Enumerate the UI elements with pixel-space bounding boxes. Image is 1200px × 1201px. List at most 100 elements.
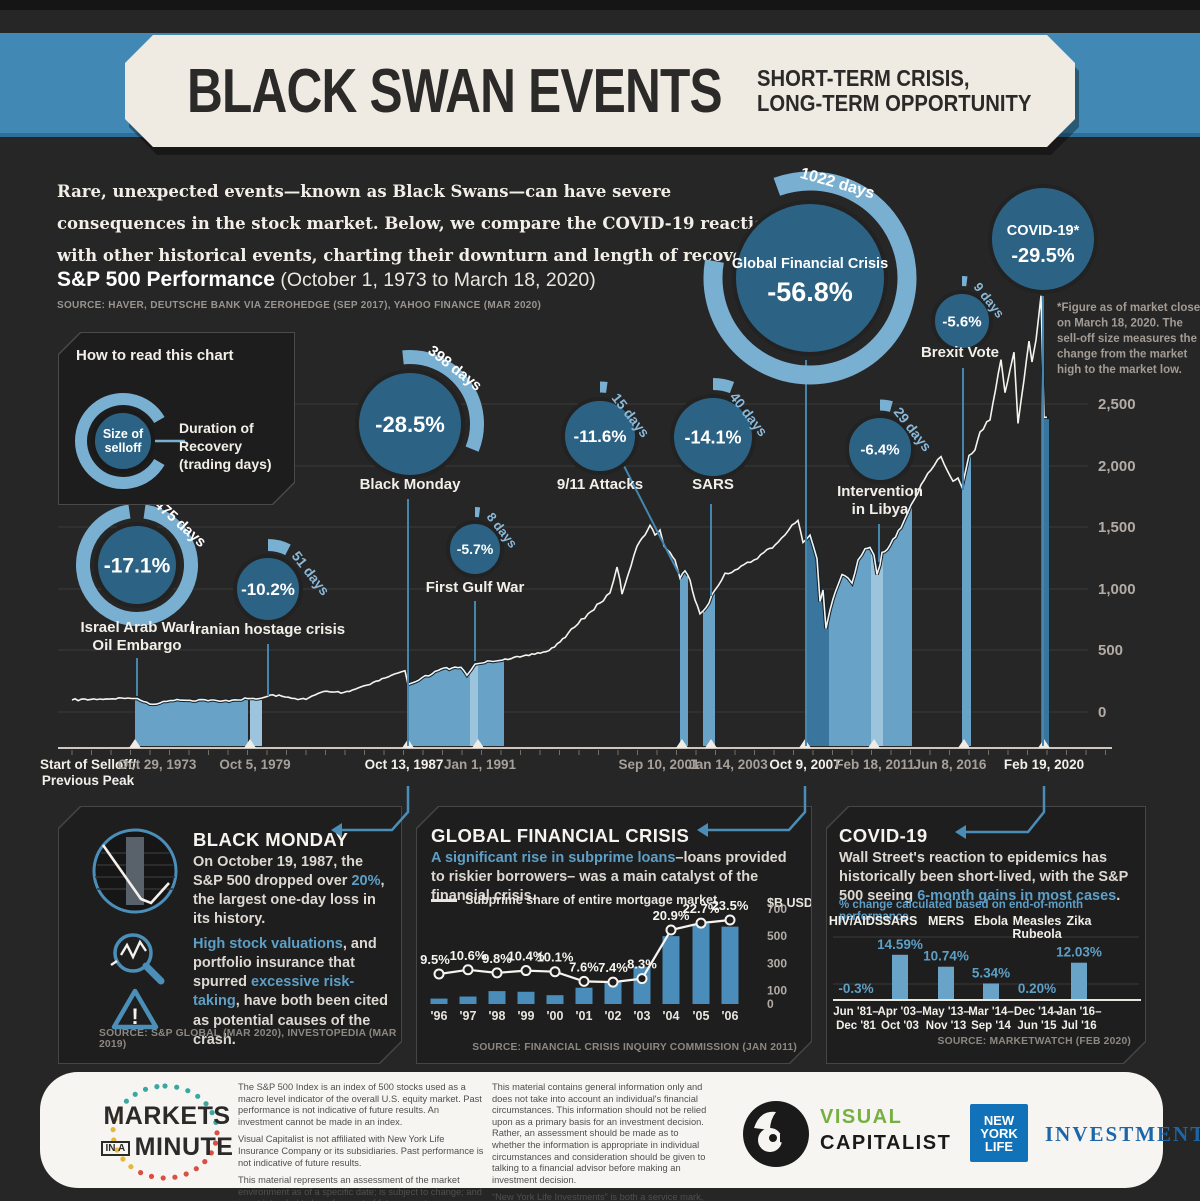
recovery-band <box>962 454 971 746</box>
miam-in-a: IN A <box>100 1141 131 1156</box>
year-label: '06 <box>722 1009 739 1023</box>
x-tick-label: Oct 13, 1987 <box>365 757 444 772</box>
selloff-pct: -28.5% <box>375 412 445 437</box>
recovery-band <box>829 547 871 746</box>
year-label: '99 <box>518 1009 535 1023</box>
y-tick: 500 <box>767 929 787 943</box>
line-marker <box>667 926 676 935</box>
y-tick-label: 1,500 <box>1098 519 1136 536</box>
gfc-legend-line <box>431 899 457 902</box>
epidemic-value: 14.59% <box>877 937 923 952</box>
epidemic-value: 0.20% <box>1018 981 1056 996</box>
epidemic-value: 10.74% <box>923 949 969 964</box>
x-tick-label: Oct 5, 1979 <box>219 757 290 772</box>
black-monday-icons: ! <box>89 825 189 1035</box>
logo-dot <box>212 1140 219 1146</box>
logo-dot <box>213 1119 219 1125</box>
logo-dot <box>154 1084 160 1090</box>
subprime-bar <box>693 924 710 1004</box>
covid-footnote: change from the market <box>1057 349 1188 361</box>
epidemic-range: Nov '13 <box>926 1020 966 1032</box>
selloff-bubble <box>355 369 465 479</box>
logo-dot <box>138 1170 144 1176</box>
subprime-bar <box>547 995 564 1004</box>
markets-in-a-minute-dots <box>110 1083 220 1181</box>
how-to-read-title: How to read this chart <box>76 347 234 364</box>
y-tick-label: 2,000 <box>1098 458 1136 475</box>
covid-source: SOURCE: MARKETWATCH (FEB 2020) <box>937 1036 1131 1047</box>
year-label: '00 <box>547 1009 564 1023</box>
line-marker <box>609 978 618 987</box>
subprime-bar <box>431 999 448 1004</box>
year-label: '04 <box>663 1009 680 1023</box>
logo-dot <box>123 1098 129 1104</box>
logo-dot <box>148 1173 155 1179</box>
logo-dot <box>193 1166 199 1172</box>
event-tick-marker <box>958 739 970 748</box>
chart-section-title: S&P 500 Performance (October 1, 1973 to … <box>57 268 596 292</box>
intro-paragraph: Rare, unexpected events—known as Black S… <box>57 182 778 266</box>
connector-arrow <box>955 825 966 839</box>
black-monday-para1: On October 19, 1987, the S&P 500 dropped… <box>193 854 385 928</box>
event-label: Oil Embargo <box>92 637 181 654</box>
logo-dot <box>203 1101 209 1107</box>
y-tick-label: 500 <box>1098 642 1123 659</box>
epidemic-range: Mar '14– <box>968 1006 1014 1018</box>
page-subtitle: SHORT-TERM CRISIS, LONG-TERM OPPORTUNITY <box>757 66 1031 116</box>
svg-text:!: ! <box>131 1004 138 1029</box>
recovery-band <box>680 570 688 746</box>
event-label: Israel Arab War/ <box>80 619 194 636</box>
logo-dot <box>208 1150 214 1156</box>
selloff-pct: -14.1% <box>684 427 741 447</box>
leader-line <box>621 461 680 575</box>
y-tick: 700 <box>767 902 787 916</box>
y-tick: 100 <box>767 983 787 997</box>
pct-label: 23.5% <box>712 898 749 913</box>
gfc-legend: Subprime share of entire mortgage market <box>431 893 717 907</box>
epidemic-value: 5.34% <box>972 965 1010 980</box>
event-tick-marker <box>676 739 688 748</box>
logo-dot <box>214 1130 220 1136</box>
sp500-line <box>71 295 1047 706</box>
connector-arrow <box>331 823 342 837</box>
x-tick-label: Start of Selloff/ <box>40 757 136 772</box>
vc-line1: VISUAL <box>820 1106 903 1128</box>
svg-text:$B USD: $B USD <box>767 896 811 910</box>
recovery-arc <box>402 350 484 452</box>
vc-line2: CAPITALIST <box>820 1132 952 1154</box>
pct-label: 22.7% <box>683 901 720 916</box>
subprime-bar <box>634 967 651 1004</box>
covid-footnote: sell-off size measures the <box>1057 333 1197 345</box>
epidemic-label: Zika <box>1066 914 1092 928</box>
magnifier-chart-icon <box>111 935 161 981</box>
selloff-pct: -10.2% <box>241 580 295 599</box>
panel-gfc-inner: GLOBAL FINANCIAL CRISIS A significant ri… <box>417 807 811 1063</box>
event-label: 9/11 Attacks <box>557 476 643 493</box>
logo-dot <box>160 1175 166 1181</box>
recovery-arc <box>76 504 198 626</box>
epidemic-bar <box>892 955 908 1000</box>
header-plaque: BLACK SWAN EVENTS SHORT-TERM CRISIS, LONG… <box>125 35 1075 147</box>
logo-dot <box>114 1147 120 1153</box>
epidemic-bar <box>938 967 954 1000</box>
svg-text:selloff: selloff <box>105 441 143 455</box>
year-label: '98 <box>489 1009 506 1023</box>
miam-minute: MINUTE <box>134 1133 234 1161</box>
duration-line-1: Duration of Recovery <box>179 420 254 455</box>
logo-dot <box>174 1084 180 1090</box>
epidemic-range: Dec '14– <box>1014 1006 1061 1018</box>
pct-label: 7.6% <box>569 959 599 974</box>
covid-footnote: *Figure as of market close <box>1057 302 1200 314</box>
panel-covid: COVID-19 Wall Street's reaction to epide… <box>826 806 1146 1064</box>
recovery-arc <box>712 378 735 394</box>
disclaimer-column-2: This material contains general informati… <box>492 1082 710 1201</box>
line-marker <box>435 970 444 979</box>
selloff-pct: -6.4% <box>860 441 899 458</box>
legend-duration-label: Duration of Recovery (trading days) <box>179 419 294 474</box>
panel-connector <box>706 786 807 832</box>
logo-dot <box>185 1088 191 1094</box>
selloff-pct: -29.5% <box>1011 245 1075 267</box>
